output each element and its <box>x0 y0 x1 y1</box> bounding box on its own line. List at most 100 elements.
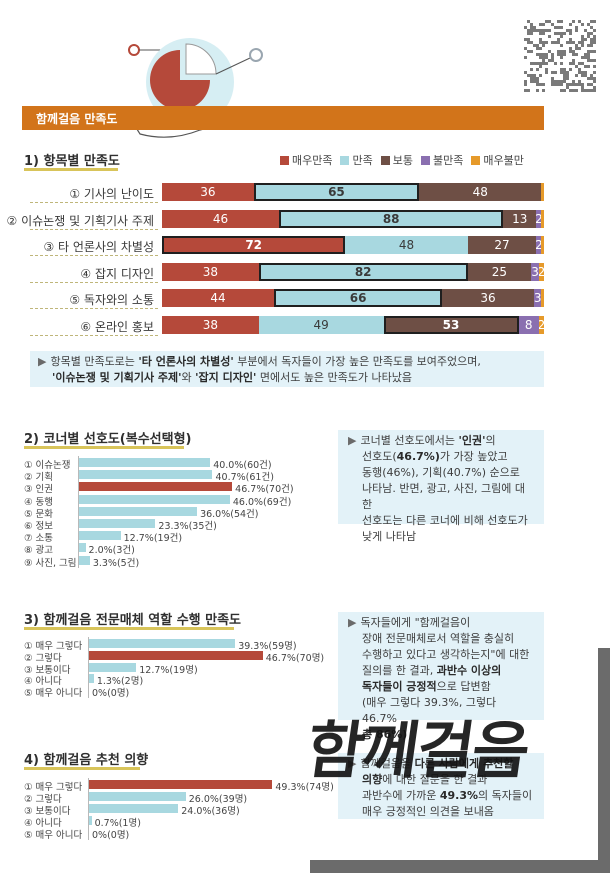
section4-title: 4) 함께걸음 추천 의향 <box>24 753 149 768</box>
legend-swatch <box>280 155 289 165</box>
decorative-gray-block <box>598 648 610 873</box>
note3-text: 으로 답변함 <box>436 680 491 693</box>
note1-bold: '잡지 디자인' <box>195 371 257 384</box>
axis-baseline <box>88 637 89 698</box>
note1-bold: '타 언론사의 차별성' <box>138 355 234 368</box>
note2-text: 동행(46%), 기획(40.7%) 순으로 <box>362 466 520 479</box>
bar <box>79 506 198 516</box>
bar <box>89 674 94 684</box>
value-label: 24.0%(36명) <box>181 806 240 817</box>
note-box-4: ▶ 함께걸음을 다른 사람에게 추천할 의향에 대한 질문을 한 결과 과반수에 … <box>338 753 544 819</box>
category-label: ③ 보통이다 <box>24 806 71 817</box>
legend-swatch <box>380 155 390 165</box>
value-label: 49.3%(74명) <box>275 782 334 793</box>
note3-bold: 독자들이 긍정적 <box>362 680 437 693</box>
legend-label: 보통 <box>392 154 413 167</box>
category-label: ① 매우 그렇다 <box>24 641 83 652</box>
value-label: 2.0%(3건) <box>88 545 135 557</box>
category-label: ⑥ 정보 <box>24 521 54 532</box>
note3-text: 독자들에게 "함께걸음이 <box>360 616 471 629</box>
bar-segment: 88 <box>279 209 504 228</box>
bar-segment <box>541 209 544 228</box>
category-label: ② 이슈논쟁 및 기획기사 주제 <box>6 213 154 228</box>
legend-label: 매우만족 <box>292 154 333 167</box>
arrow-right-icon: ▶ <box>38 355 47 368</box>
row-dash-line <box>30 202 158 203</box>
legend-swatch <box>471 155 481 165</box>
value-label: 40.0%(60건) <box>213 460 272 471</box>
value-label: 3.3%(5건) <box>92 557 140 569</box>
value-label: 39.3%(59명) <box>238 641 297 652</box>
note3-bold: 총 86%) <box>362 728 408 741</box>
category-label: ③ 보통이다 <box>24 664 71 676</box>
category-label: ② 그렇다 <box>24 794 62 805</box>
bar <box>89 662 137 672</box>
bar-segment: 3 <box>531 262 539 281</box>
bar <box>89 804 179 813</box>
legend-label: 불만족 <box>432 154 464 167</box>
category-label: ⑤ 매우 아니다 <box>24 688 83 700</box>
note-box-3: ▶ 독자들에게 "함께걸음이 장애 전문매체로서 역할을 충실히 수행하고 있다고… <box>338 612 544 741</box>
note2-text: 나타남. 반면, 광고, 사진, 그림에 대한 <box>362 482 526 511</box>
legend-label: 매우불만 <box>483 154 524 167</box>
row-dash-line <box>30 281 158 283</box>
legend-swatch <box>340 155 350 165</box>
note3-bold: 과반수 이상의 <box>436 664 502 677</box>
note2-text: 낮게 나타남 <box>362 530 417 543</box>
logo-watermark: 함께걸음 <box>302 714 533 787</box>
bar-segment: 44 <box>162 289 275 307</box>
legend-label: 만족 <box>352 154 373 167</box>
bar-segment: 25 <box>467 262 532 281</box>
note3-text: 장애 전문매체로서 역할을 충실히 <box>362 632 515 645</box>
category-label: ⑨ 사진, 그림 <box>24 557 77 569</box>
note1-text: 면에서도 높은 만족도가 나타났음 <box>256 371 413 384</box>
note1-bold: '이슈논쟁 및 기획기사 주제' <box>52 371 182 384</box>
bar <box>79 458 211 467</box>
bar <box>79 482 233 492</box>
section1-title: 1) 항목별 만족도 <box>24 154 120 169</box>
category-label: ④ 동행 <box>24 496 54 508</box>
section1-underline <box>24 168 118 171</box>
note2-text: 가 가장 높았고 <box>439 450 508 463</box>
note3-text: 수행하고 있다고 생각하는지"에 대한 <box>362 648 530 661</box>
value-label: 23.3%(35건) <box>158 521 217 532</box>
row-dash-line <box>30 228 158 230</box>
note-box-1: ▶ 항목별 만족도로는 '타 언론사의 차별성' 부분에서 독자들이 가장 높은 … <box>30 351 544 387</box>
bar <box>89 792 186 801</box>
legend-item: 보통 <box>380 152 413 168</box>
value-label: 0.7%(1명) <box>94 818 141 829</box>
qr-code-icon <box>522 18 596 94</box>
category-label: ⑤ 매우 아니다 <box>24 830 83 841</box>
note2-text: 선호도( <box>362 450 397 463</box>
note4-text: 의 독자들이 <box>478 789 533 802</box>
category-label: ④ 잡지 디자인 <box>80 266 154 281</box>
axis-baseline <box>78 456 79 568</box>
bar-segment <box>541 183 544 201</box>
category-label: ② 기획 <box>24 472 54 484</box>
value-label: 46.7%(70명) <box>265 652 325 664</box>
bar <box>79 519 156 528</box>
value-label: 26.0%(39명) <box>188 794 248 805</box>
arrow-right-icon: ▶ <box>348 434 357 447</box>
category-label: ④ 아니다 <box>24 818 62 829</box>
bar <box>79 555 90 565</box>
category-label: ⑦ 소통 <box>24 533 54 545</box>
row-dash-line <box>30 334 158 336</box>
bar-segment: 53 <box>383 315 519 334</box>
bar-segment: 49 <box>258 315 384 334</box>
legend-item: 만족 <box>340 152 373 168</box>
category-label: ② 그렇다 <box>24 652 62 664</box>
bar <box>79 531 121 541</box>
banner-title: 함께걸음 만족도 <box>36 112 118 126</box>
bar-segment: 2 <box>538 315 544 334</box>
note4-text: 에 대한 질문을 한 결과 <box>382 773 488 786</box>
bar-segment <box>541 289 544 307</box>
value-label: 0%(0명) <box>92 688 130 700</box>
category-label: ① 기사의 난이도 <box>69 187 154 201</box>
bar-segment: 38 <box>162 315 259 334</box>
section2-underline <box>24 446 184 449</box>
bar-segment: 82 <box>258 262 468 281</box>
category-label: ④ 아니다 <box>24 676 62 688</box>
value-label: 0%(0명) <box>92 830 130 841</box>
section3-underline <box>24 627 234 630</box>
